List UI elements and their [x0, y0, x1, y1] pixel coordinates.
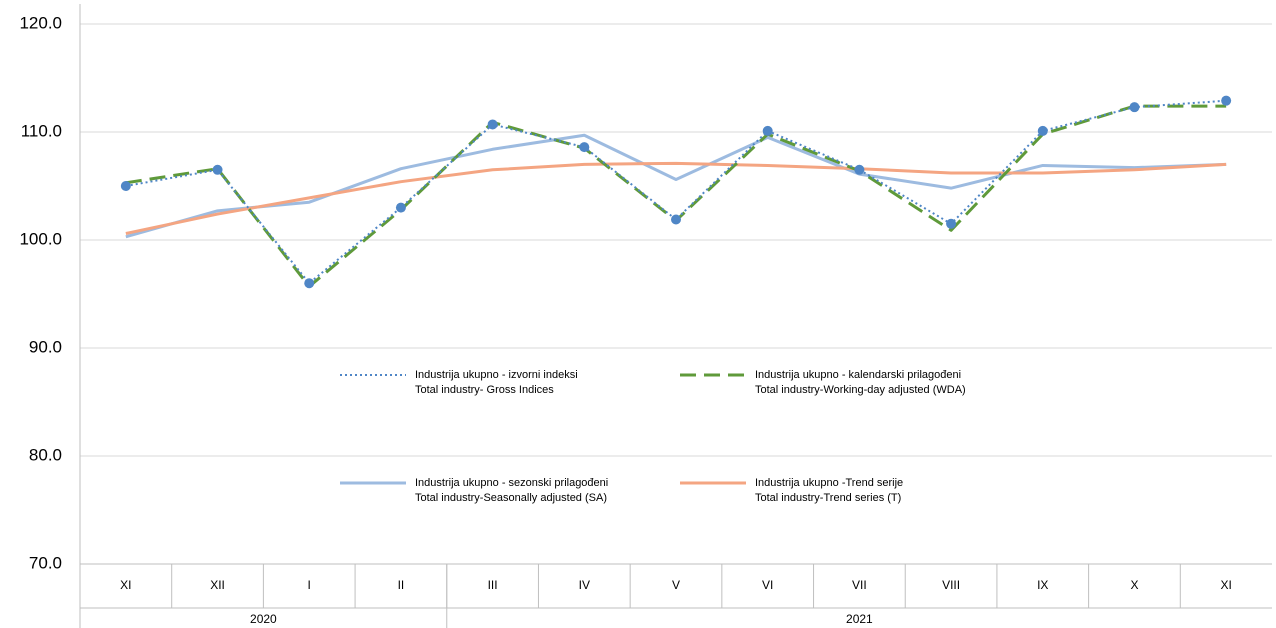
- point: [579, 142, 590, 153]
- x-tick-label: IX: [1037, 578, 1048, 592]
- point: [395, 202, 406, 213]
- x-tick-label: XII: [210, 578, 225, 592]
- point: [1037, 125, 1048, 136]
- x-tick-label: XI: [120, 578, 131, 592]
- x-tick-label: VIII: [942, 578, 960, 592]
- x-tick-label: III: [488, 578, 498, 592]
- x-tick-label: II: [398, 578, 405, 592]
- point: [487, 119, 498, 130]
- x-tick-label: VII: [852, 578, 867, 592]
- y-tick-label: 100.0: [19, 229, 62, 248]
- legend-label: Total industry- Gross Indices: [415, 384, 554, 396]
- point: [854, 164, 865, 175]
- legend-label: Industrija ukupno -Trend serije: [755, 477, 903, 489]
- point: [946, 218, 957, 229]
- x-tick-label: V: [672, 578, 680, 592]
- series-line: [125, 133, 1227, 239]
- y-tick-label: 90.0: [29, 337, 62, 356]
- point: [762, 125, 773, 136]
- point: [212, 164, 223, 175]
- point: [1221, 95, 1232, 106]
- legend-label: Total industry-Working-day adjusted (WDA…: [755, 384, 966, 396]
- legend-label: Total industry-Trend series (T): [755, 492, 901, 504]
- point: [304, 278, 315, 289]
- point: [671, 214, 681, 225]
- point: [1129, 102, 1140, 113]
- point: [120, 181, 131, 191]
- series-line: [125, 161, 1227, 235]
- x-tick-label: I: [308, 578, 311, 592]
- x-tick-label: VI: [762, 578, 773, 592]
- y-tick-label: 110.0: [21, 121, 62, 140]
- y-tick-label: 120.0: [19, 13, 62, 32]
- legend-label: Industrija ukupno - sezonski prilagođeni: [415, 477, 608, 489]
- year-label: 2021: [846, 612, 873, 626]
- legend-label: Industrija ukupno - izvorni indeksi: [415, 369, 578, 381]
- y-tick-label: 80.0: [29, 445, 62, 464]
- year-label: 2020: [250, 612, 277, 626]
- legend-label: Total industry-Seasonally adjusted (SA): [415, 492, 607, 504]
- legend-label: Industrija ukupno - kalendarski prilagođ…: [755, 369, 961, 381]
- x-tick-label: X: [1130, 578, 1138, 592]
- x-tick-label: IV: [579, 578, 590, 592]
- x-tick-label: XI: [1220, 578, 1231, 592]
- y-tick-label: 70.0: [29, 553, 62, 572]
- series-line: [125, 104, 1227, 288]
